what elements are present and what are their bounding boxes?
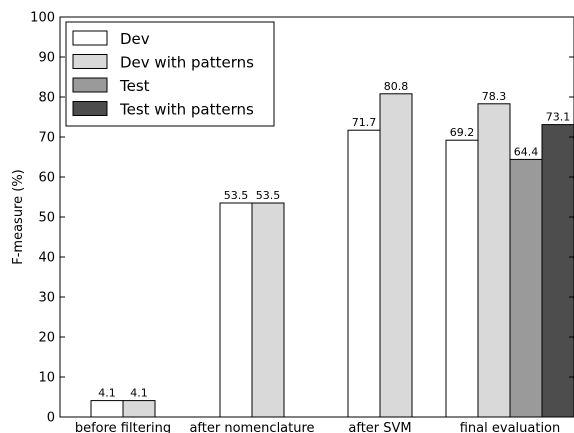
- x-tick-label: before filtering: [75, 421, 171, 433]
- y-tick-label: 90: [38, 51, 55, 66]
- legend: Dev Dev with patterns Test Test with patter…: [66, 22, 274, 126]
- legend-label-2: Test: [119, 77, 150, 95]
- legend-label-3: Test with patterns: [119, 101, 254, 119]
- data-label-series1-cat1: 53.5: [256, 189, 281, 202]
- bar-series3-cat3: [542, 125, 574, 417]
- bar-series0-cat0: [91, 401, 123, 417]
- legend-label-1: Dev with patterns: [120, 54, 254, 72]
- legend-swatch-3: [73, 102, 107, 116]
- bar-series1-cat1: [252, 203, 284, 417]
- bar-series1-cat2: [380, 94, 412, 417]
- y-tick-label: 60: [38, 171, 55, 186]
- legend-swatch-0: [73, 31, 107, 45]
- y-tick-label: 0: [47, 411, 55, 426]
- data-label-series0-cat3: 69.2: [450, 126, 475, 139]
- y-tick-label: 10: [38, 371, 55, 386]
- bar-series0-cat3: [446, 140, 478, 417]
- y-tick-label: 80: [38, 91, 55, 106]
- x-tick-label: after SVM: [348, 421, 411, 433]
- y-axis-label: F-measure (%): [11, 169, 26, 265]
- data-label-series1-cat0: 4.1: [130, 387, 148, 400]
- data-label-series0-cat0: 4.1: [98, 387, 116, 400]
- bar-series2-cat3: [510, 159, 542, 417]
- x-tick-label: after nomenclature: [189, 421, 314, 433]
- x-tick-label: final evaluation: [460, 421, 561, 433]
- bar-series1-cat3: [478, 104, 510, 417]
- y-tick-label: 40: [38, 251, 55, 266]
- data-label-series1-cat2: 80.8: [384, 80, 409, 93]
- legend-swatch-1: [73, 55, 107, 69]
- bar-series1-cat0: [123, 401, 155, 417]
- data-label-series0-cat1: 53.5: [224, 189, 249, 202]
- data-label-series2-cat3: 64.4: [514, 145, 539, 158]
- data-label-series0-cat2: 71.7: [352, 116, 377, 129]
- bar-series0-cat1: [220, 203, 252, 417]
- y-tick-label: 50: [38, 211, 55, 226]
- y-tick-label: 20: [38, 331, 55, 346]
- y-tick-label: 70: [38, 131, 55, 146]
- legend-label-0: Dev: [120, 30, 150, 48]
- x-axis: before filtering after nomenclature after …: [75, 421, 560, 433]
- data-label-series3-cat3: 73.1: [546, 111, 571, 124]
- legend-swatch-2: [73, 78, 107, 92]
- y-tick-label: 100: [30, 11, 55, 26]
- y-tick-label: 30: [38, 291, 55, 306]
- bar-series0-cat2: [348, 130, 380, 417]
- data-label-series1-cat3: 78.3: [482, 90, 507, 103]
